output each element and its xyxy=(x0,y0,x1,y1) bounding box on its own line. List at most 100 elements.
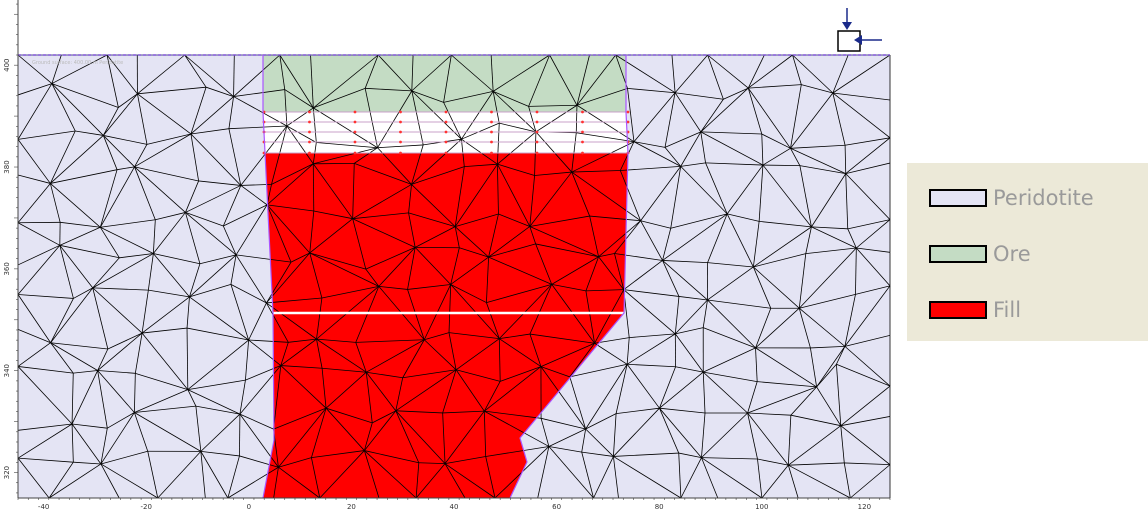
mesh-edge xyxy=(152,219,156,254)
mesh-edge xyxy=(537,446,550,499)
mesh-edge xyxy=(844,334,891,347)
mesh-edge xyxy=(100,219,156,228)
mesh-edge xyxy=(805,226,812,254)
mesh-edge xyxy=(153,253,190,298)
mesh-edge xyxy=(832,92,891,139)
mesh-edge xyxy=(702,371,748,414)
load-arrow-down-icon xyxy=(842,8,852,30)
mesh-edge xyxy=(483,411,487,457)
mesh-edge xyxy=(627,88,635,142)
mesh-edge xyxy=(309,210,315,253)
mesh-edge xyxy=(759,220,812,228)
mesh-edge xyxy=(50,135,104,184)
mesh-edge xyxy=(674,92,702,133)
mesh-edge xyxy=(629,333,676,339)
mesh-edge xyxy=(316,338,356,343)
mesh-edge xyxy=(352,163,355,219)
mesh-edge xyxy=(451,54,494,92)
mesh-edge xyxy=(17,222,60,246)
mesh-edge xyxy=(585,290,595,344)
mesh-edge xyxy=(627,363,676,368)
y-tick-label: 380 xyxy=(3,160,11,173)
mesh-node xyxy=(399,120,402,124)
mesh-edge xyxy=(497,164,499,215)
mesh-edge xyxy=(313,54,379,109)
mesh-edge xyxy=(155,212,186,221)
mesh-edge xyxy=(548,446,582,453)
mesh-edge xyxy=(623,260,663,290)
mesh-edge xyxy=(678,453,682,499)
mesh-edge xyxy=(73,370,98,374)
mesh-edge xyxy=(500,366,542,382)
mesh-edge xyxy=(680,162,706,167)
mesh-edge xyxy=(411,144,424,185)
mesh-edge xyxy=(801,84,833,94)
mesh-edge xyxy=(664,92,676,148)
mesh-edge xyxy=(235,204,268,256)
mesh-edge xyxy=(51,83,104,136)
mesh-edge xyxy=(811,173,847,228)
legend-label: Ore xyxy=(993,242,1031,266)
mesh-edge xyxy=(280,365,323,369)
mesh-edge xyxy=(755,347,817,388)
mesh-edge xyxy=(585,289,624,292)
mesh-edge xyxy=(832,54,849,94)
x-tick-label: 120 xyxy=(858,503,871,511)
mesh-edge xyxy=(134,133,192,168)
mesh-edge xyxy=(640,220,671,229)
mesh-edge xyxy=(836,363,891,387)
mesh-edge xyxy=(313,210,353,220)
mesh-edge xyxy=(726,213,754,268)
mesh-node xyxy=(581,110,584,114)
mesh-edge xyxy=(395,377,404,411)
mesh-edge xyxy=(576,54,617,106)
mesh-edge xyxy=(757,381,817,388)
mesh-edge xyxy=(703,347,756,373)
mesh-edge xyxy=(529,333,542,367)
mesh-node xyxy=(444,120,448,124)
mesh-edge xyxy=(747,412,791,416)
mesh-edge xyxy=(705,162,728,215)
mesh-edge xyxy=(788,462,845,466)
mesh-edge xyxy=(701,412,706,458)
mesh-edge xyxy=(798,253,807,309)
mesh-edge xyxy=(450,256,489,285)
mesh-edge xyxy=(266,163,314,206)
mesh-edge xyxy=(707,299,771,309)
mesh-edge xyxy=(598,256,625,290)
mesh-node xyxy=(308,130,311,134)
mesh-edge xyxy=(378,285,408,290)
x-tick-label: -40 xyxy=(38,503,49,511)
mesh-edge xyxy=(548,446,594,499)
mesh-edge xyxy=(50,342,98,371)
mesh-edge xyxy=(850,464,891,499)
mesh-edge xyxy=(245,365,281,381)
mesh-edge xyxy=(845,137,891,174)
mesh-edge xyxy=(755,308,772,349)
mesh-edge xyxy=(674,54,708,93)
mesh-edge xyxy=(73,287,93,299)
mesh-edge xyxy=(97,370,108,429)
mesh-edge xyxy=(845,173,891,220)
mesh-edge xyxy=(248,339,289,343)
mesh-node xyxy=(353,110,357,114)
mesh-edge xyxy=(571,170,621,173)
mesh-edge xyxy=(497,123,500,165)
mesh-edge xyxy=(186,327,249,341)
mesh-edge xyxy=(316,339,323,369)
mesh-node xyxy=(535,151,539,155)
mesh-edge xyxy=(856,247,891,287)
mesh-edge xyxy=(198,180,241,186)
mesh-node xyxy=(535,130,539,134)
mesh-edge xyxy=(134,405,196,413)
mesh-edge xyxy=(141,296,190,334)
mesh-edge xyxy=(589,215,641,222)
mesh-edge xyxy=(240,185,268,206)
mesh-edge xyxy=(17,54,53,84)
mesh-edge xyxy=(534,171,572,176)
mesh-edge xyxy=(137,93,192,135)
mesh-edge xyxy=(235,254,267,304)
mesh-edge xyxy=(189,263,201,298)
mesh-edge xyxy=(762,164,800,167)
mesh-edge xyxy=(455,369,485,412)
